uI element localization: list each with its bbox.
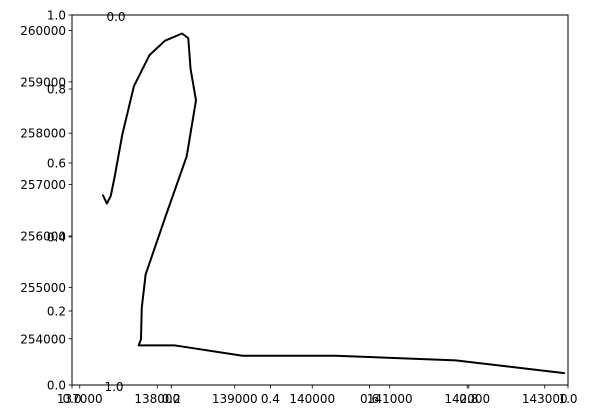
y-tick-label: 1.0 — [47, 9, 66, 23]
x-tick-label: 138000 — [134, 392, 180, 406]
stray-label-bottom: 1.0 — [104, 380, 123, 394]
y-tick-label: 257000 — [20, 178, 66, 192]
x-tick-label: 0.6 — [360, 392, 379, 406]
x-tick-label: 1.0 — [558, 392, 577, 406]
y-tick-label: 0.6 — [47, 157, 66, 171]
y-tick-label: 258000 — [20, 127, 66, 141]
x-tick-label: 139000 — [212, 392, 258, 406]
y-tick-label: 260000 — [20, 24, 66, 38]
y-tick-label: 259000 — [20, 75, 66, 89]
x-tick-label: 141000 — [367, 392, 413, 406]
x-tick-label: 143000 — [522, 392, 568, 406]
series-layer — [102, 32, 566, 375]
y-tick-label: 0.0 — [47, 379, 66, 393]
y-tick-label: 0.8 — [47, 83, 66, 97]
y-tick-label: 256000 — [20, 229, 66, 243]
x-tick-label: 140000 — [289, 392, 335, 406]
x-tick-label: 0.2 — [162, 392, 181, 406]
ticks-layer: 137000 138000 139000 140000 141000 142000 1430… — [20, 9, 577, 407]
stray-label-top: 0.0 — [106, 10, 125, 24]
x-tick-label: 0.0 — [62, 392, 81, 406]
y-tick-label: 0.4 — [47, 231, 66, 245]
series-line — [102, 32, 566, 375]
plot-frame — [71, 14, 569, 386]
x-tick-label: 0.8 — [459, 392, 478, 406]
y-tick-label: 0.2 — [47, 305, 66, 319]
y-tick-label: 255000 — [20, 281, 66, 295]
x-tick-label: 137000 — [57, 392, 103, 406]
x-tick-label: 0.4 — [261, 392, 280, 406]
y-tick-label: 254000 — [20, 332, 66, 346]
x-tick-label: 142000 — [444, 392, 490, 406]
